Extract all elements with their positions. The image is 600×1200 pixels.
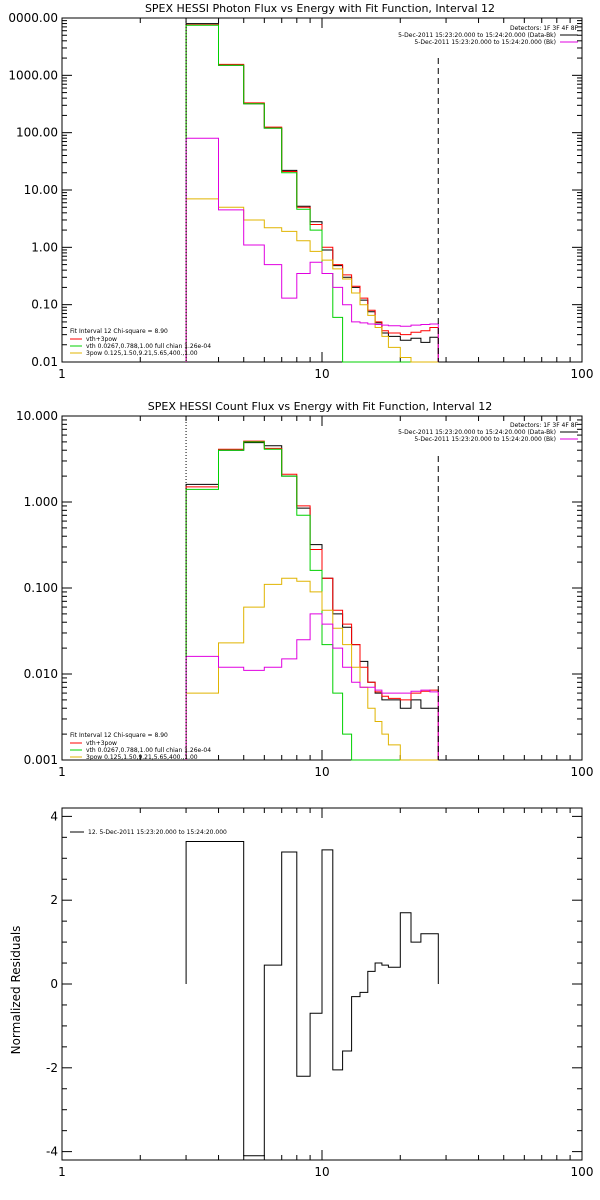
count-axis-ticks: 1 10 100 0.001 0.010 0.100 1.000 10.000	[16, 409, 593, 779]
x-tick-label: 10	[314, 367, 329, 381]
residuals-legend: 12. 5-Dec-2011 15:23:20.000 to 15:24:20.…	[70, 829, 227, 836]
count-series	[185, 440, 439, 761]
count-legend-bk-entry: 5-Dec-2011 15:23:20.000 to 15:24:20.000 …	[414, 436, 556, 443]
y-tick-label: 0.100	[24, 581, 58, 595]
photon-plot-frame	[61, 17, 583, 363]
photon-axis-ticks: 1 10 100 0.01 0.10 1.00 10.00 100.00 1000.00 0000…	[8, 11, 593, 381]
count-legend-entry-2: vth 0.0267,0.788,1.00 full chian 1.26e-0…	[86, 747, 211, 754]
y-tick-label: 0.10	[31, 298, 58, 312]
count-legend-data-entry: 5-Dec-2011 15:23:20.000 to 15:24:20.000 …	[398, 429, 556, 436]
series-3pow-line	[185, 198, 439, 363]
photon-legend-entry-1: vth+3pow	[86, 336, 117, 343]
count-legend-entry-1: vth+3pow	[86, 740, 117, 747]
y-tick-label: 10.00	[24, 183, 58, 197]
photon-legend-entry-2: vth 0.0267,0.788,1.00 full chian 1.26e-0…	[86, 343, 211, 350]
series-data-line	[185, 23, 439, 362]
count-legend-header: Detectors: 1F 3F 4F 8F	[510, 422, 579, 429]
series-data-line	[185, 442, 439, 760]
series-vth3pow-line	[185, 24, 439, 362]
series-bk-line	[185, 137, 439, 362]
photon-legend-data-entry: 5-Dec-2011 15:23:20.000 to 15:24:20.000 …	[398, 32, 556, 39]
photon-legend-entry-3: 3pow 0.125,1.50,9.21,5.65,400.,1.00	[86, 350, 198, 357]
y-tick-label: 0000.00	[8, 11, 58, 25]
photon-chart-title: SPEX HESSI Photon Flux vs Energy with Fi…	[145, 2, 495, 15]
count-legend-entry-3: 3pow 0.125,1.50,9.21,5.65,400.,1.00	[86, 754, 198, 761]
count-fit-header: Fit Interval 12 Chi-square = 8.90	[70, 732, 168, 739]
series-12-line	[185, 841, 439, 1157]
residuals-ylabel: Normalized Residuals	[9, 926, 23, 1055]
residuals-axis-ticks: 1 10 100 -4 -2 0 2 4	[46, 808, 593, 1179]
photon-reference-lines	[185, 18, 439, 362]
x-tick-label: 10	[314, 765, 329, 779]
y-tick-label: 1000.00	[8, 68, 58, 82]
y-tick-label: 0.010	[24, 667, 58, 681]
count-reference-lines	[185, 416, 439, 760]
photon-legend-bk-entry: 5-Dec-2011 15:23:20.000 to 15:24:20.000 …	[414, 39, 556, 46]
y-tick-label: 1.00	[31, 240, 58, 254]
residuals-series	[185, 841, 439, 1157]
y-tick-label: 0.001	[24, 753, 58, 767]
series-vth3pow-line	[185, 440, 439, 760]
photon-fit-header: Fit Interval 12 Chi-square = 8.90	[70, 328, 168, 335]
photon-legend-header: Detectors: 1F 3F 4F 8F	[510, 25, 579, 32]
count-chart-title: SPEX HESSI Count Flux vs Energy with Fit…	[148, 400, 492, 413]
residuals-legend-entry: 12. 5-Dec-2011 15:23:20.000 to 15:24:20.…	[88, 829, 227, 836]
x-tick-label: 100	[571, 367, 594, 381]
y-tick-label: 10.000	[16, 409, 58, 423]
series-3pow-line	[185, 577, 439, 761]
y-tick-label: -4	[46, 1145, 58, 1159]
y-tick-label: -2	[46, 1061, 58, 1075]
photon-legend-bottom: Fit Interval 12 Chi-square = 8.90 vth+3p…	[70, 328, 211, 357]
x-tick-label: 100	[571, 1165, 594, 1179]
residuals-chart: Normalized Residuals 1 10 100 -4 -2 0 2 4 12. 5…	[9, 807, 593, 1179]
y-tick-label: 0	[50, 977, 58, 991]
y-tick-label: 2	[50, 893, 58, 907]
x-tick-label: 1	[58, 367, 66, 381]
series-vth-line	[185, 441, 439, 761]
y-tick-label: 0.01	[31, 355, 58, 369]
y-tick-label: 4	[50, 809, 58, 823]
y-tick-label: 1.000	[24, 495, 58, 509]
y-tick-label: 100.00	[16, 126, 58, 140]
series-bk-line	[185, 613, 439, 760]
x-tick-label: 10	[314, 1165, 329, 1179]
count-legend-top: Detectors: 1F 3F 4F 8F 5-Dec-2011 15:23:…	[398, 422, 578, 443]
x-tick-label: 1	[58, 765, 66, 779]
photon-flux-chart: SPEX HESSI Photon Flux vs Energy with Fi…	[8, 2, 593, 381]
x-tick-label: 100	[571, 765, 594, 779]
count-legend-bottom: Fit Interval 12 Chi-square = 8.90 vth+3p…	[70, 732, 211, 761]
count-flux-chart: SPEX HESSI Count Flux vs Energy with Fit…	[16, 400, 593, 779]
photon-legend-top: Detectors: 1F 3F 4F 8F 5-Dec-2011 15:23:…	[398, 25, 578, 46]
series-vth-line	[185, 24, 439, 363]
x-tick-label: 1	[58, 1165, 66, 1179]
photon-series	[185, 23, 439, 363]
